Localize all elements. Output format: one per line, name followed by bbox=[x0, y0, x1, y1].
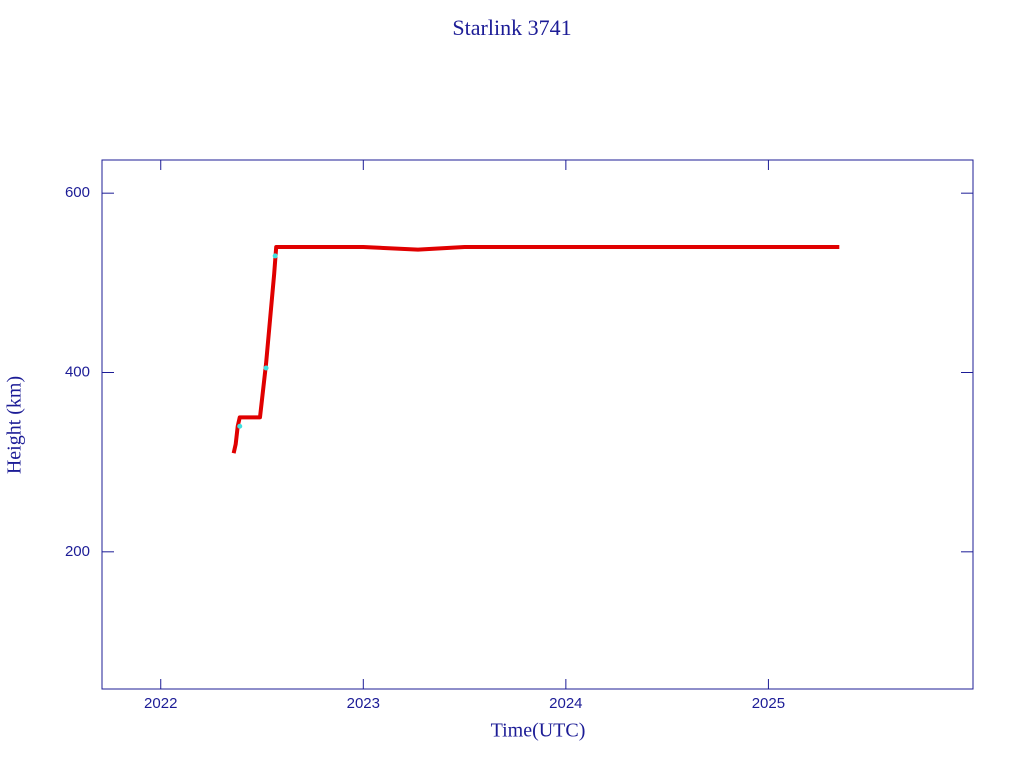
chart-title: Starlink 3741 bbox=[452, 15, 571, 40]
point bbox=[263, 365, 269, 371]
point bbox=[237, 423, 243, 429]
x-tick-label: 2022 bbox=[144, 695, 177, 712]
x-tick-label: 2024 bbox=[549, 695, 582, 712]
plot-frame bbox=[101, 159, 974, 690]
y-axis-label: Height (km) bbox=[4, 376, 26, 474]
y-tick-label: 600 bbox=[65, 184, 90, 201]
y-tick-label: 400 bbox=[65, 363, 90, 380]
x-axis-label: Time(UTC) bbox=[491, 720, 586, 742]
height-line bbox=[231, 244, 840, 454]
x-tick-label: 2025 bbox=[752, 695, 785, 712]
point bbox=[272, 253, 278, 259]
y-tick-label: 200 bbox=[65, 543, 90, 560]
x-tick-label: 2023 bbox=[347, 695, 380, 712]
